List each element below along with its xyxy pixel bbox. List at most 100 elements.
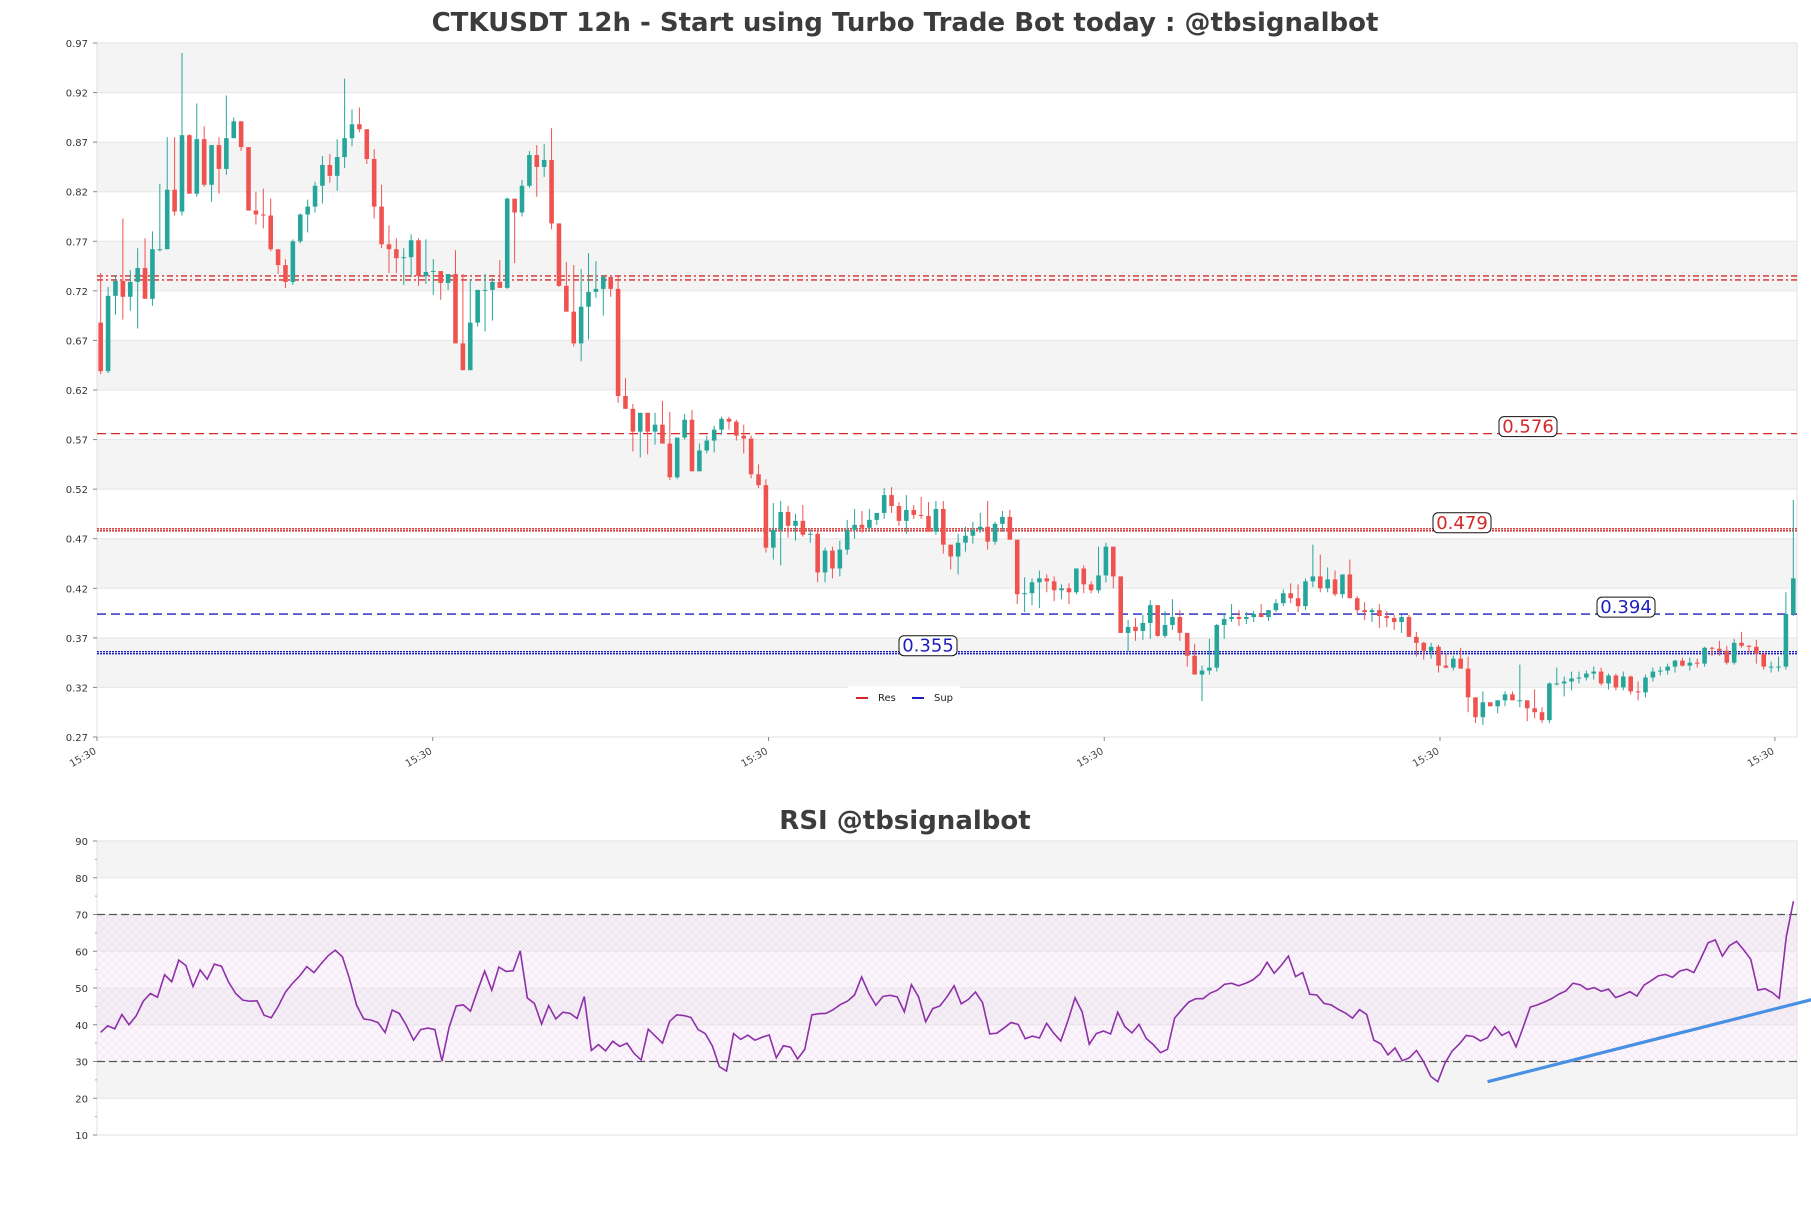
candle-down — [859, 524, 865, 528]
candle-up — [955, 542, 961, 557]
candle-down — [1406, 617, 1412, 637]
candle-up — [652, 424, 658, 432]
candle-up — [1022, 593, 1027, 595]
candle-up — [1650, 671, 1656, 678]
candle-down — [253, 210, 259, 215]
price-grid-band — [97, 290, 1797, 341]
candle-up — [593, 288, 599, 292]
price-grid-band — [97, 43, 1797, 93]
candle-down — [1414, 636, 1419, 643]
price-y-tick-label: 0.77 — [66, 237, 88, 248]
candle-down — [1258, 614, 1264, 618]
candle-down — [918, 514, 924, 516]
candle-up — [209, 145, 214, 185]
candle-up — [771, 529, 776, 548]
candle-down — [460, 343, 466, 371]
candle-up — [977, 526, 983, 530]
rsi-grid-band — [97, 1061, 1797, 1099]
candle-down — [1724, 650, 1730, 663]
candle-up — [1517, 700, 1523, 702]
candle-up — [1569, 678, 1574, 682]
candle-down — [379, 206, 384, 245]
rsi-y-ticks: 90 80 70 60 50 40 30 20 10 — [75, 837, 97, 1142]
candle-down — [830, 550, 835, 569]
candle-up — [1561, 681, 1567, 684]
candle-down — [608, 276, 613, 289]
candle-down — [615, 288, 621, 396]
candle-up — [445, 274, 451, 283]
legend-sup-label: Sup — [934, 693, 953, 704]
candle-down — [1761, 653, 1767, 667]
candle-down — [261, 214, 266, 216]
candle-up — [1702, 647, 1707, 664]
candle-up — [1273, 603, 1279, 611]
candle-up — [179, 135, 185, 212]
candle-up — [519, 185, 525, 213]
candle-up — [1162, 624, 1168, 636]
rsi-band-hatch — [97, 914, 1797, 1062]
candle-down — [1717, 648, 1722, 651]
rsi-grid-bands — [97, 840, 1797, 1135]
rsi-line — [100, 901, 1811, 1084]
level-label-box — [1596, 596, 1656, 618]
candle-up — [320, 164, 325, 186]
candle-down — [1184, 632, 1190, 656]
candle-up — [1451, 658, 1456, 668]
candle-up — [1147, 605, 1153, 623]
rsi-grid-band — [97, 877, 1797, 915]
rsi-y-tick-label: 50 — [75, 984, 88, 995]
price-grid-band — [97, 340, 1797, 390]
candle-down — [1487, 702, 1493, 707]
rsi-y-tick-label: 90 — [75, 837, 88, 848]
price-y-tick-label: 0.87 — [66, 138, 88, 149]
candle-down — [283, 265, 288, 282]
candle-up — [194, 139, 200, 194]
candle-up — [1103, 546, 1109, 576]
candle-up — [1325, 579, 1330, 589]
candle-down — [142, 268, 148, 299]
candle-up — [1074, 568, 1079, 593]
rsi-trendline — [1487, 998, 1811, 1084]
candle-up — [881, 495, 887, 513]
candle-up — [527, 155, 532, 186]
candle-up — [1221, 619, 1227, 625]
rsi-chart-title: RSI @tbsignalbot — [779, 806, 1030, 836]
candle-down — [1111, 546, 1116, 577]
candle-down — [1236, 617, 1242, 620]
candle-down — [1155, 605, 1160, 636]
candle-up — [682, 419, 687, 438]
candle-up — [1140, 622, 1146, 631]
candle-down — [667, 443, 673, 478]
rsi-y-tick-label: 40 — [75, 1021, 88, 1032]
price-grid-band — [97, 538, 1797, 589]
candle-down — [1443, 665, 1449, 668]
candle-up — [305, 206, 310, 215]
candle-up — [334, 157, 340, 176]
price-x-ticks: 15:30 15:30 15:30 15:30 15:30 15:30 — [68, 737, 1776, 770]
candle-up — [113, 280, 118, 296]
candle-down — [1362, 610, 1367, 613]
candle-down — [364, 129, 370, 159]
price-grid-band — [97, 439, 1797, 490]
candle-down — [438, 271, 443, 283]
candle-up — [586, 291, 591, 307]
rsi-y-tick-label: 60 — [75, 947, 88, 958]
candle-up — [349, 124, 355, 139]
candle-down — [1384, 616, 1390, 619]
candle-up — [1207, 667, 1212, 671]
candle-down — [763, 485, 769, 548]
candle-down — [948, 544, 953, 557]
candle-up — [231, 121, 237, 139]
candle-up — [1059, 588, 1064, 591]
candle-down — [645, 412, 650, 432]
candle-down — [357, 124, 362, 130]
candle-down — [275, 249, 281, 266]
candle-up — [807, 533, 813, 535]
candle-down — [571, 311, 577, 344]
candle-up — [1037, 578, 1042, 583]
candle-down — [246, 147, 251, 211]
candle-up — [1495, 700, 1500, 707]
candle-up — [290, 241, 296, 282]
candle-down — [689, 419, 695, 472]
candle-up — [1554, 683, 1560, 685]
